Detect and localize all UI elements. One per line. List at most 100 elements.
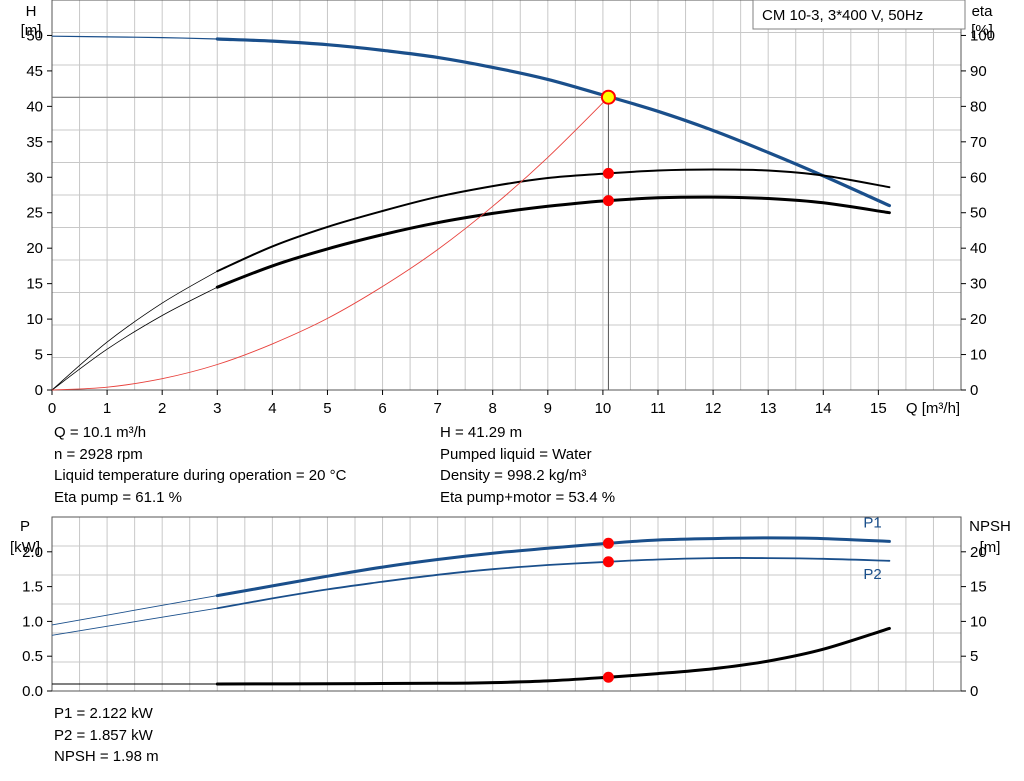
info-flow: Q = 10.1 m³/h [54, 424, 147, 441]
x-axis-tick-label: 15 [870, 400, 887, 417]
left-axis-tick-label: 0.5 [22, 648, 43, 665]
right-axis-tick-label: 40 [970, 240, 987, 257]
right-axis-tick-label: 30 [970, 276, 987, 293]
right-axis-unit: [%] [971, 22, 993, 39]
left-axis-tick-label: 20 [26, 240, 43, 257]
left-axis: 0 5 10 15 20 25 30 35 40 45 50 H [m] [21, 3, 52, 399]
left-axis-tick-label: 1.5 [22, 579, 43, 596]
head-curve [51, 35, 891, 208]
right-axis-tick-label: 60 [970, 169, 987, 186]
info-speed: n = 2928 rpm [54, 445, 143, 463]
x-axis-tick-label: 4 [268, 400, 276, 417]
left-axis-tick-label: 25 [26, 205, 43, 222]
p1-curve-operating [215, 536, 891, 598]
p2-curve-extrapolated [51, 607, 218, 636]
x-axis-tick-label: 3 [213, 400, 221, 417]
eta-pump-curve-operating [216, 168, 891, 273]
info-pumped-liquid: Pumped liquid = Water [440, 445, 592, 463]
series-label-p1: P1 [863, 514, 881, 531]
left-axis: 0.0 0.5 1.0 1.5 2.0 P [kW] [10, 518, 52, 700]
p2-curve: P2 [51, 557, 891, 636]
left-axis-unit: [m] [21, 22, 42, 39]
x-axis-tick-label: 0 [48, 400, 56, 417]
right-axis-label: eta [972, 3, 994, 20]
right-axis-tick-label: 50 [970, 205, 987, 222]
info-density: Density = 998.2 kg/m³ [440, 467, 587, 485]
operating-info-left: Q = 10.1 m³/h n = 2928 rpm Liquid temper… [54, 422, 346, 508]
right-axis-unit: [m] [980, 539, 1001, 556]
x-axis-tick-label: 13 [760, 400, 777, 417]
right-axis: 0 10 20 30 40 50 60 70 80 90 100 eta [%] [961, 3, 995, 399]
left-axis-tick-label: 35 [26, 134, 43, 151]
left-axis-label: H [26, 3, 37, 20]
x-axis-tick-label: 12 [705, 400, 722, 417]
grid-lines [51, 517, 961, 691]
info-p1: P1 = 2.122 kW [54, 705, 153, 722]
operating-point-marker [602, 167, 614, 179]
left-axis-tick-label: 45 [26, 63, 43, 80]
plot-frame [51, 516, 962, 692]
eta-total-curve [51, 195, 891, 391]
x-axis-tick-label: 6 [378, 400, 386, 417]
right-axis-tick-label: 20 [970, 311, 987, 328]
npsh-curve [51, 626, 891, 686]
left-axis-unit: [kW] [10, 539, 40, 556]
p1-curve: P1 [51, 514, 891, 626]
plot-frame [51, 0, 962, 391]
left-axis-tick-label: 5 [35, 347, 43, 364]
system-curve [51, 96, 609, 391]
left-axis-tick-label: 0.0 [22, 683, 43, 700]
right-axis-tick-label: 90 [970, 63, 987, 80]
power-info: P1 = 2.122 kW P2 = 1.857 kW NPSH = 1.98 … [54, 703, 159, 768]
x-axis: 0 1 2 3 4 5 6 7 8 9 10 11 12 13 14 15 Q [m³/h] [48, 390, 960, 417]
head-efficiency-chart: 05101520253035404550H[m]0102030405060708… [21, 0, 995, 417]
series-label-p2: P2 [863, 566, 881, 583]
x-axis-tick-label: 5 [323, 400, 331, 417]
info-head: H = 41.29 m [440, 424, 523, 441]
right-axis-tick-label: 80 [970, 98, 987, 115]
left-axis-label: P [20, 518, 30, 535]
right-axis-tick-label: 5 [970, 648, 978, 665]
info-liquid-temperature: Liquid temperature during operation = 20… [54, 467, 347, 485]
head-curve-operating [215, 37, 891, 208]
x-axis-tick-label: 2 [158, 400, 166, 417]
grid-lines [51, 0, 961, 390]
power-npsh-chart: 0.0 0.5 1.0 1.5 2.0 P [kW] 0 5 10 15 20 NPSH [m] P1 P2 [10, 514, 1011, 700]
right-axis-tick-label: 70 [970, 134, 987, 151]
right-axis-tick-label: 0 [970, 683, 978, 700]
operating-point-marker [602, 556, 614, 568]
right-axis: 0 5 10 15 20 NPSH [m] [961, 518, 1011, 700]
p1-curve-extrapolated [51, 595, 218, 626]
left-axis-tick-label: 10 [26, 311, 43, 328]
x-axis-tick-label: 1 [103, 400, 111, 417]
operating-info-right: H = 41.29 m Pumped liquid = Water Densit… [440, 422, 615, 508]
x-axis-label: Q [m³/h] [906, 400, 960, 417]
info-p2: P2 = 1.857 kW [54, 726, 153, 744]
right-axis-tick-label: 10 [970, 347, 987, 364]
info-npsh: NPSH = 1.98 m [54, 748, 159, 766]
operating-point-marker [602, 195, 614, 207]
right-axis-tick-label: 15 [970, 579, 987, 596]
eta-pump-curve [51, 168, 891, 391]
duty-point-marker [600, 89, 616, 105]
left-axis-tick-label: 30 [26, 169, 43, 186]
eta-total-curve-extrapolated [51, 286, 218, 391]
info-eta-pump: Eta pump = 61.1 % [54, 488, 182, 506]
operating-point-marker [602, 671, 614, 683]
npsh-curve-operating [215, 626, 891, 686]
left-axis-tick-label: 50 [26, 27, 43, 44]
left-axis-tick-label: 0 [35, 382, 43, 399]
eta-pump-curve-extrapolated [51, 270, 218, 391]
x-axis-tick-label: 14 [815, 400, 832, 417]
right-axis-tick-label: 20 [970, 544, 987, 561]
info-eta-pump-motor: Eta pump+motor = 53.4 % [440, 488, 616, 506]
right-axis-label: NPSH [969, 518, 1011, 535]
pump-label-text: CM 10-3, 3*400 V, 50Hz [762, 7, 923, 24]
operating-point-marker [602, 537, 614, 549]
pump-label: CM 10-3, 3*400 V, 50Hz [752, 0, 966, 30]
left-axis-tick-label: 40 [26, 98, 43, 115]
eta-total-curve-operating [215, 195, 891, 289]
p2-curve-operating [216, 557, 891, 610]
system-curve [51, 96, 609, 391]
